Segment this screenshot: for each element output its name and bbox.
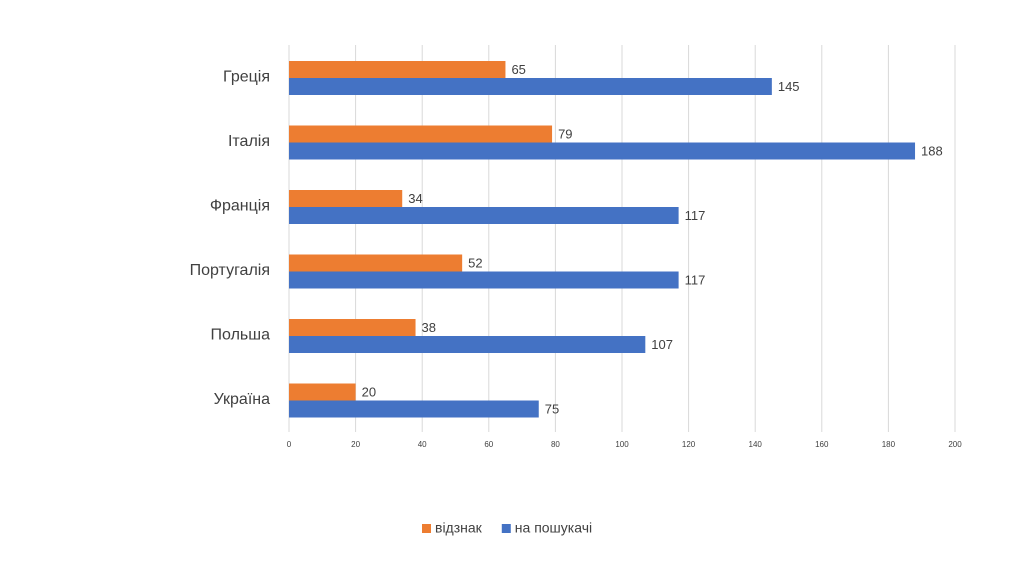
data-label: 34 <box>408 191 422 206</box>
data-label: 117 <box>685 208 706 223</box>
data-label: 52 <box>468 255 482 270</box>
x-tick-label: 20 <box>351 440 360 449</box>
bar <box>289 336 646 353</box>
category-label: Греція <box>223 68 270 85</box>
bar <box>289 78 772 95</box>
bar <box>289 125 553 143</box>
x-tick-label: 40 <box>418 440 427 449</box>
x-tick-label: 100 <box>615 440 629 449</box>
category-label: Італія <box>228 133 270 150</box>
data-label: 79 <box>558 126 572 141</box>
data-label: 75 <box>545 401 559 416</box>
data-label: 117 <box>685 272 706 287</box>
x-tick-label: 80 <box>551 440 560 449</box>
category-label: Франція <box>210 197 270 214</box>
data-label: 20 <box>362 384 376 399</box>
data-label: 38 <box>422 320 436 335</box>
bar <box>289 61 506 78</box>
bar <box>289 190 403 207</box>
bar <box>289 400 539 418</box>
x-tick-label: 0 <box>287 440 292 449</box>
bar <box>289 271 679 289</box>
bar <box>289 207 679 224</box>
x-tick-label: 140 <box>749 440 763 449</box>
data-label: 188 <box>921 143 943 158</box>
data-label: 145 <box>778 79 800 94</box>
bar <box>289 254 463 272</box>
legend-swatch <box>501 524 511 533</box>
legend-label: на пошукачі <box>515 520 592 536</box>
bar <box>289 383 356 401</box>
data-label: 107 <box>651 337 673 352</box>
category-label: Україна <box>214 391 271 408</box>
x-tick-label: 180 <box>882 440 896 449</box>
bar <box>289 319 416 336</box>
x-tick-label: 200 <box>948 440 962 449</box>
legend-swatch <box>422 524 431 533</box>
data-label: 65 <box>511 62 525 77</box>
legend-label: відзнак <box>435 520 483 536</box>
x-tick-label: 160 <box>815 440 829 449</box>
x-tick-label: 60 <box>484 440 493 449</box>
category-label: Польша <box>211 326 271 343</box>
category-label: Португалія <box>190 262 270 279</box>
x-tick-label: 120 <box>682 440 696 449</box>
bar <box>289 142 916 160</box>
